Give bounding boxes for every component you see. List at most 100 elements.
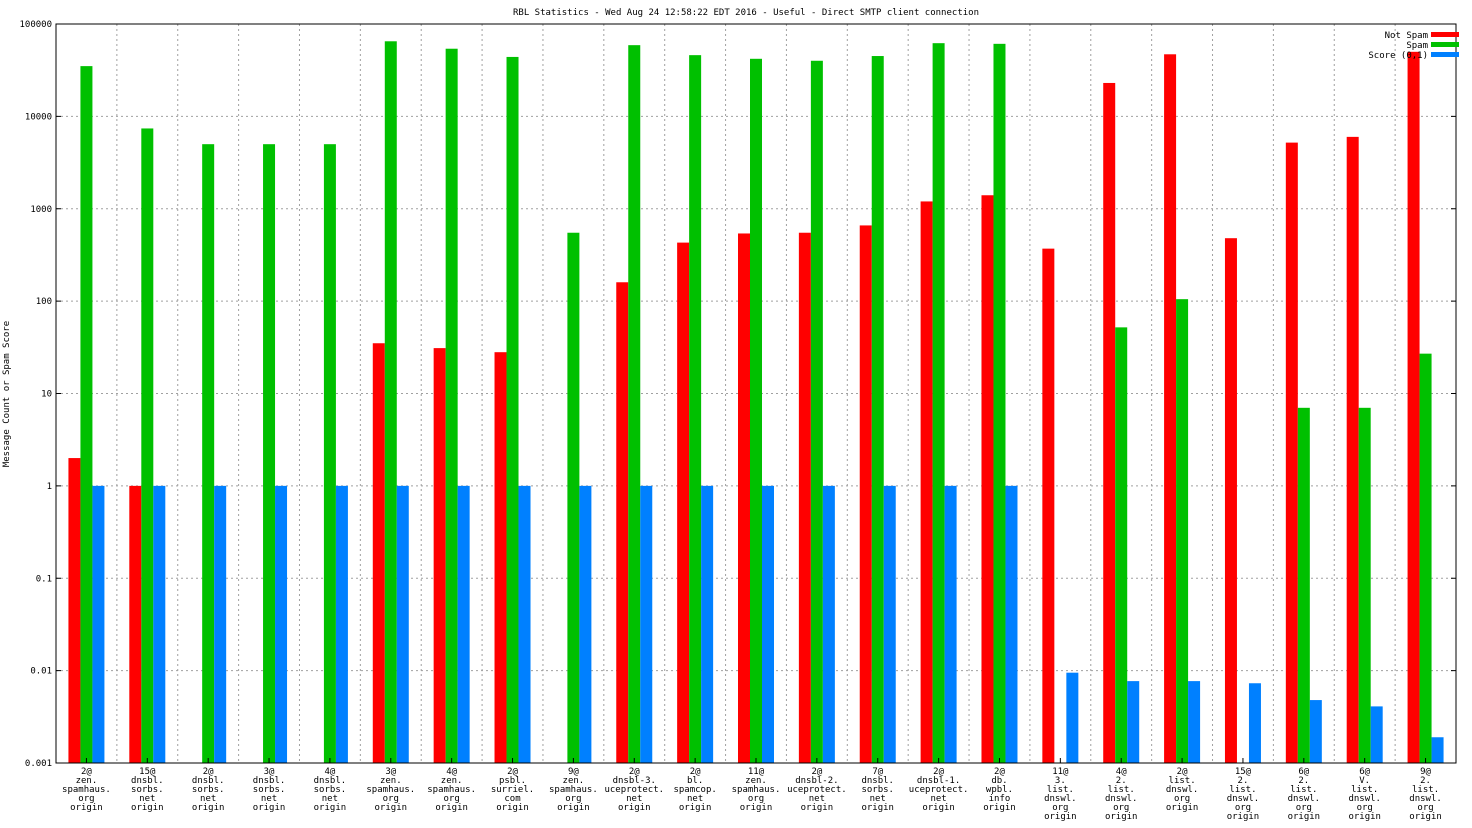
- x-tick-label: 9@ zen. spamhaus. org origin: [549, 767, 598, 813]
- x-tick-label-line: V.: [1359, 776, 1370, 786]
- bar-spam: [628, 45, 641, 764]
- legend-swatch: [1431, 52, 1459, 57]
- x-tick-label-line: spamhaus.: [366, 785, 415, 795]
- x-tick-label-line: origin: [496, 803, 529, 813]
- bar-score-0-1: [640, 485, 653, 763]
- x-tick-label-line: 2@: [81, 767, 92, 777]
- x-tick-label-line: zen.: [76, 776, 98, 786]
- legend-swatch: [1431, 42, 1459, 47]
- bar-score-0-1: [579, 485, 592, 763]
- bar-not-spam: [1042, 248, 1055, 764]
- bar-not-spam: [129, 485, 142, 763]
- legend-label: Spam: [1406, 41, 1428, 51]
- x-tick-label: 2@ db. wpbl. info origin: [983, 767, 1016, 813]
- x-tick-label-line: origin: [1044, 812, 1077, 822]
- x-tick-label-line: net: [626, 794, 642, 804]
- y-tick-label: 1: [47, 482, 52, 492]
- x-tick-label-line: 2@: [690, 767, 701, 777]
- x-tick-label-line: 4@: [324, 767, 335, 777]
- bar-not-spam: [677, 242, 690, 764]
- x-tick-label-line: dnsbl.: [192, 776, 225, 786]
- x-tick-label-line: spamhaus.: [62, 785, 111, 795]
- bar-spam: [567, 232, 580, 763]
- x-tick-label-line: origin: [131, 803, 164, 813]
- y-tick-label: 10: [41, 390, 52, 400]
- x-tick-label-line: dnswl.: [1105, 794, 1138, 804]
- x-tick-label-line: dnswl.: [1166, 785, 1199, 795]
- bar-score-0-1: [214, 485, 227, 763]
- x-tick-label-line: net: [261, 794, 277, 804]
- x-tick-label: 3@ zen. spamhaus. org origin: [366, 767, 415, 813]
- x-tick-label-line: origin: [557, 803, 590, 813]
- chart-title: RBL Statistics - Wed Aug 24 12:58:22 EDT…: [513, 8, 979, 18]
- x-tick-label-line: 3.: [1055, 776, 1066, 786]
- x-tick-label-line: org: [444, 794, 460, 804]
- x-tick-label-line: 3@: [264, 767, 275, 777]
- x-tick-label-line: list.: [1229, 785, 1256, 795]
- x-tick-label: 2@ dnsbl-2. uceprotect. net origin: [787, 767, 847, 813]
- x-tick-label-line: zen.: [745, 776, 767, 786]
- x-tick-label-line: dnsbl-3.: [613, 776, 656, 786]
- x-tick-label-line: 11@: [1052, 767, 1069, 777]
- x-tick-label-line: list.: [1169, 776, 1196, 786]
- x-tick-label-line: dnswl.: [1288, 794, 1321, 804]
- x-tick-label: 4@ 2. list. dnswl. org origin: [1105, 767, 1138, 822]
- bar-spam: [202, 144, 215, 764]
- x-tick-label-line: 7@: [872, 767, 883, 777]
- x-tick-label-line: 15@: [139, 767, 156, 777]
- bar-spam: [993, 43, 1006, 764]
- bar-not-spam: [981, 195, 994, 764]
- x-tick-label-line: dnswl.: [1227, 794, 1260, 804]
- bar-spam: [1115, 327, 1128, 763]
- bar-not-spam: [433, 348, 446, 763]
- x-tick-label-line: spamhaus.: [549, 785, 598, 795]
- bar-score-0-1: [457, 485, 470, 763]
- y-tick-label: 100000: [19, 20, 52, 30]
- x-tick-label-line: db.: [991, 776, 1007, 786]
- x-tick-label-line: spamhaus.: [427, 785, 476, 795]
- x-tick-label: 4@ dnsbl. sorbs. net origin: [314, 767, 347, 813]
- bar-score-0-1: [275, 485, 288, 763]
- x-tick-label-line: org: [565, 794, 581, 804]
- x-tick-label-line: org: [383, 794, 399, 804]
- y-tick-label: 0.01: [30, 667, 52, 677]
- x-tick-label-line: spamhaus.: [732, 785, 781, 795]
- x-tick-label-line: origin: [922, 803, 955, 813]
- bar-spam: [1297, 407, 1310, 763]
- x-tick-label-line: 2.: [1238, 776, 1249, 786]
- x-tick-label-line: dnswl.: [1409, 794, 1442, 804]
- bar-not-spam: [494, 352, 507, 763]
- x-tick-label-line: origin: [679, 803, 712, 813]
- x-tick-label: 6@ 2. list. dnswl. org origin: [1288, 767, 1321, 822]
- x-tick-label-line: 2.: [1298, 776, 1309, 786]
- x-tick-label-line: net: [809, 794, 825, 804]
- x-tick-label-line: 9@: [1420, 767, 1431, 777]
- x-tick-label-line: info: [989, 794, 1011, 804]
- x-tick-label: 11@ zen. spamhaus. org origin: [732, 767, 781, 813]
- bar-spam: [810, 60, 823, 764]
- legend-label: Not Spam: [1385, 31, 1428, 41]
- x-tick-label-line: 2@: [811, 767, 822, 777]
- bar-score-0-1: [1066, 672, 1079, 763]
- x-tick-label-line: 2@: [1177, 767, 1188, 777]
- bar-score-0-1: [701, 485, 714, 763]
- x-tick-label-line: org: [1296, 803, 1312, 813]
- bar-score-0-1: [822, 485, 835, 763]
- bar-score-0-1: [92, 485, 105, 763]
- x-tick-label-line: 4@: [1116, 767, 1127, 777]
- x-tick-label-line: list.: [1412, 785, 1439, 795]
- bar-spam: [1176, 299, 1189, 763]
- bar-score-0-1: [518, 485, 531, 763]
- x-tick-label-line: origin: [314, 803, 347, 813]
- x-tick-label: 2@ psbl. surriel. com origin: [491, 767, 534, 813]
- x-tick-label-line: 2@: [629, 767, 640, 777]
- x-tick-label: 2@ bl. spamcop. net origin: [673, 767, 716, 813]
- x-tick-label-line: net: [930, 794, 946, 804]
- x-tick-label-line: dnsbl.: [131, 776, 164, 786]
- x-tick-label-line: org: [1235, 803, 1251, 813]
- x-tick-label-line: 2.: [1116, 776, 1127, 786]
- x-tick-label-line: 2.: [1420, 776, 1431, 786]
- y-tick-label: 1000: [30, 205, 52, 215]
